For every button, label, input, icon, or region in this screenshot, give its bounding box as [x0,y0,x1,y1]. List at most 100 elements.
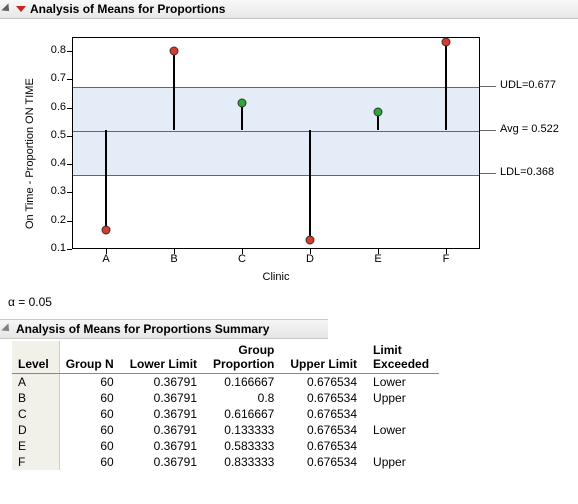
udl-label: UDL=0.677 [500,79,556,91]
table-cell: 0.36791 [124,390,207,406]
table-row: E600.367910.5833330.676534 [12,438,439,454]
table-cell [367,438,439,454]
avg-label: Avg = 0.522 [500,123,559,135]
section-title: Analysis of Means for Proportions [30,2,225,16]
table-cell: 0.833333 [207,454,284,470]
xtick [174,249,175,254]
limit-line-ext [480,130,496,131]
table-cell: E [12,438,59,454]
table-cell: B [12,390,59,406]
table-cell: 0.583333 [207,438,284,454]
table-row: F600.367910.8333330.676534Upper [12,454,439,470]
ytick-label: 0.1 [38,242,66,254]
xtick [106,249,107,254]
table-row: A600.367910.1666670.676534Lower [12,374,439,391]
table-cell: 0.676534 [284,406,367,422]
table-cell: 60 [59,374,124,391]
outline-header-main[interactable]: Analysis of Means for Proportions [0,0,578,19]
table-cell: 0.676534 [284,422,367,438]
column-header: Group Proportion [207,341,284,374]
ytick [67,221,72,222]
ytick [67,136,72,137]
table-cell: F [12,454,59,470]
column-header: Limit Exceeded [367,341,439,374]
xtick-label: C [238,253,246,265]
data-point [170,47,179,56]
ldl-label: LDL=0.368 [500,166,554,178]
alpha-label: α = 0.05 [8,295,570,309]
xtick-label: A [102,253,109,265]
table-row: B600.367910.80.676534Upper [12,390,439,406]
table-cell: 60 [59,454,124,470]
stem [309,130,311,240]
xtick-label: F [443,253,450,265]
table-cell: 0.676534 [284,374,367,391]
table-cell: 0.616667 [207,406,284,422]
plot-area [72,37,480,249]
table-cell: 0.36791 [124,374,207,391]
ytick-label: 0.7 [38,72,66,84]
ytick-label: 0.2 [38,214,66,226]
ytick-label: 0.8 [38,44,66,56]
table-cell: 60 [59,406,124,422]
summary-title: Analysis of Means for Proportions Summar… [16,322,269,336]
table-cell: 0.8 [207,390,284,406]
xtick [446,249,447,254]
hotspot-menu-icon[interactable] [16,4,26,14]
table-cell: 0.36791 [124,454,207,470]
outline-header-summary[interactable]: Analysis of Means for Proportions Summar… [0,319,328,339]
xtick-label: B [170,253,177,265]
stem [445,42,447,130]
table-cell: A [12,374,59,391]
column-header: Group N [59,341,124,374]
table-cell: D [12,422,59,438]
table-cell: 60 [59,390,124,406]
table-cell [367,406,439,422]
ytick-label: 0.5 [38,129,66,141]
ytick-label: 0.3 [38,185,66,197]
table-cell: 60 [59,422,124,438]
disclosure-icon[interactable] [1,323,12,334]
table-cell: Lower [367,422,439,438]
xtick [242,249,243,254]
table-cell: 0.166667 [207,374,284,391]
limit-line-ext [480,173,496,174]
table-row: C600.367910.6166670.676534 [12,406,439,422]
stem [173,51,175,130]
anom-chart: 0.1 0.2 0.3 0.4 0.5 0.6 0.7 0.8 UDL=0.677 Avg = 0… [6,29,572,289]
table-cell: Lower [367,374,439,391]
xtick [378,249,379,254]
table-cell: 0.676534 [284,454,367,470]
table-cell: 0.36791 [124,422,207,438]
ytick [67,108,72,109]
avg-line [73,131,479,132]
table-cell: 0.676534 [284,390,367,406]
limit-line-ext [480,86,496,87]
table-cell: Upper [367,390,439,406]
table-cell: Upper [367,454,439,470]
ytick [67,249,72,250]
xtick-label: E [374,253,381,265]
column-header: Lower Limit [124,341,207,374]
y-axis-label: On Time - Proportion ON TIME [24,78,36,229]
table-cell: 0.36791 [124,438,207,454]
data-point [102,226,111,235]
table-cell: C [12,406,59,422]
table-cell: 0.133333 [207,422,284,438]
x-axis-label: Clinic [263,271,290,283]
stem [105,130,107,230]
disclosure-icon[interactable] [1,3,12,14]
ytick-label: 0.6 [38,101,66,113]
column-header: Upper Limit [284,341,367,374]
data-point [306,235,315,244]
ytick [67,164,72,165]
table-cell: 0.676534 [284,438,367,454]
data-point [238,98,247,107]
table-header-row: LevelGroup NLower LimitGroup ProportionU… [12,341,439,374]
table-cell: 60 [59,438,124,454]
summary-table: LevelGroup NLower LimitGroup ProportionU… [12,341,439,470]
data-point [374,108,383,117]
xtick [310,249,311,254]
table-row: D600.367910.1333330.676534Lower [12,422,439,438]
ytick-label: 0.4 [38,157,66,169]
